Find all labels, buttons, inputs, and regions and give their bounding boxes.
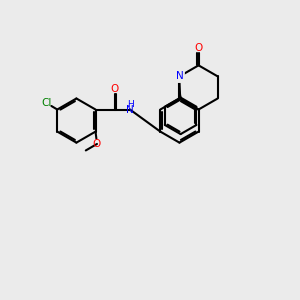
Text: O: O — [194, 43, 203, 53]
Text: N: N — [126, 104, 134, 115]
Text: N: N — [176, 71, 183, 81]
Text: O: O — [93, 139, 101, 149]
Text: H: H — [127, 100, 134, 109]
Text: Cl: Cl — [41, 98, 51, 108]
Text: O: O — [110, 84, 119, 94]
